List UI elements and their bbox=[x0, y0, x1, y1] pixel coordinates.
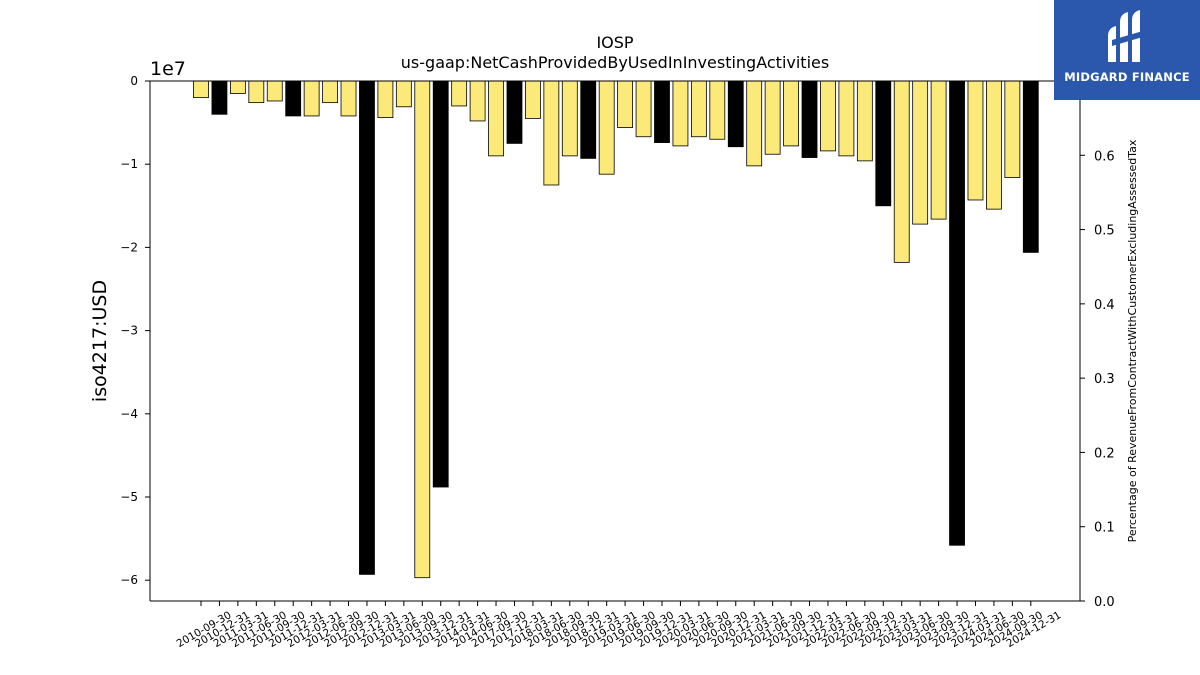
bar-2020-12-31 bbox=[727, 80, 744, 148]
bar-2013-03-31 bbox=[377, 80, 394, 119]
bar-2014-03-31 bbox=[451, 80, 468, 107]
y-tick-label: −5 bbox=[120, 490, 138, 504]
bar-2017-09-30 bbox=[488, 80, 504, 157]
bar-2024-09-30 bbox=[1004, 80, 1021, 178]
bar-2018-12-31 bbox=[580, 80, 597, 159]
bar-2018-09-30 bbox=[561, 80, 578, 157]
bar-2024-06-30 bbox=[986, 80, 1002, 210]
y-offset-label: 1e7 bbox=[150, 58, 186, 80]
bar-2013-09-30 bbox=[414, 80, 431, 579]
y-tick-label: −3 bbox=[120, 324, 138, 338]
bar-2022-12-31 bbox=[875, 80, 892, 207]
bar-2022-09-30 bbox=[856, 80, 873, 162]
bar-2017-12-31 bbox=[506, 80, 523, 144]
bars-group bbox=[193, 80, 1039, 579]
y2-tick-label: 0.2 bbox=[1094, 446, 1115, 461]
bar-2019-03-31 bbox=[598, 80, 615, 175]
y2-tick-label: 0.1 bbox=[1094, 521, 1115, 536]
y2-tick-label: 0.3 bbox=[1094, 372, 1115, 387]
y2-tick-label: 0.6 bbox=[1094, 149, 1115, 164]
bar-2012-12-31 bbox=[359, 80, 375, 575]
bar-2023-06-30 bbox=[912, 80, 929, 225]
bar-2018-06-30 bbox=[543, 80, 560, 186]
bar-2011-09-30 bbox=[266, 80, 283, 102]
y-tick-label: −4 bbox=[120, 407, 138, 421]
bar-2014-06-30 bbox=[469, 80, 486, 122]
bar-2024-03-31 bbox=[967, 80, 984, 201]
bar-2013-06-30 bbox=[395, 80, 412, 108]
bar-2024-12-31 bbox=[1022, 80, 1039, 253]
y-tick-label: −1 bbox=[120, 157, 138, 171]
bar-2021-03-31 bbox=[746, 80, 763, 167]
bar-2020-06-30 bbox=[690, 80, 707, 138]
y-tick-label: −6 bbox=[120, 573, 138, 587]
bar-2023-03-31 bbox=[893, 80, 910, 263]
bar-2011-12-31 bbox=[285, 80, 302, 117]
bar-2023-09-30 bbox=[930, 80, 947, 220]
y-axis-ticks: 0 −1 −2 −3 −4 −5 −6 bbox=[120, 74, 150, 587]
y2-axis-ticks: 0.0 0.1 0.2 0.3 0.4 0.5 0.6 bbox=[1080, 149, 1115, 610]
bar-2019-12-31 bbox=[654, 80, 670, 143]
bar-2020-03-31 bbox=[672, 80, 689, 147]
bar-2011-03-31 bbox=[229, 80, 246, 94]
y2-tick-label: 0.4 bbox=[1094, 298, 1115, 313]
bar-2021-12-31 bbox=[801, 80, 818, 158]
bar-2019-09-30 bbox=[635, 80, 652, 138]
logo-emblem-icon bbox=[1108, 10, 1146, 62]
bar-2022-06-30 bbox=[838, 80, 855, 157]
chart-subtitle: us-gaap:NetCashProvidedByUsedInInvesting… bbox=[401, 53, 829, 72]
y2-tick-label: 0.0 bbox=[1094, 595, 1115, 610]
midgard-finance-logo: MIDGARD FINANCE bbox=[1054, 0, 1200, 100]
chart-title: IOSP bbox=[596, 33, 633, 52]
y-tick-label: −2 bbox=[120, 240, 138, 254]
y-axis-label: iso4217:USD bbox=[89, 280, 111, 402]
x-axis-ticks: 2010-09-302010-12-312011-03-312011-06-30… bbox=[175, 601, 1063, 650]
y2-axis-label: Percentage of RevenueFromContractWithCus… bbox=[1126, 139, 1139, 542]
bar-2020-09-30 bbox=[709, 80, 726, 140]
bar-2011-06-30 bbox=[248, 80, 265, 104]
bar-2022-03-31 bbox=[820, 80, 836, 152]
bar-2018-03-31 bbox=[525, 80, 541, 119]
logo-text: MIDGARD FINANCE bbox=[1064, 70, 1190, 84]
y2-tick-label: 0.5 bbox=[1094, 224, 1115, 239]
bar-2010-12-31 bbox=[211, 80, 228, 115]
y-tick-label: 0 bbox=[130, 74, 138, 88]
bar-2021-09-30 bbox=[783, 80, 799, 147]
bar-2010-09-30 bbox=[193, 80, 209, 99]
bar-2021-06-30 bbox=[764, 80, 781, 155]
bar-2019-06-30 bbox=[617, 80, 634, 128]
bar-2012-03-31 bbox=[303, 80, 320, 117]
bar-2012-06-30 bbox=[322, 80, 338, 104]
bar-2023-12-31 bbox=[949, 80, 965, 546]
bar-2013-12-31 bbox=[432, 80, 449, 488]
bar-2012-09-30 bbox=[340, 80, 357, 117]
